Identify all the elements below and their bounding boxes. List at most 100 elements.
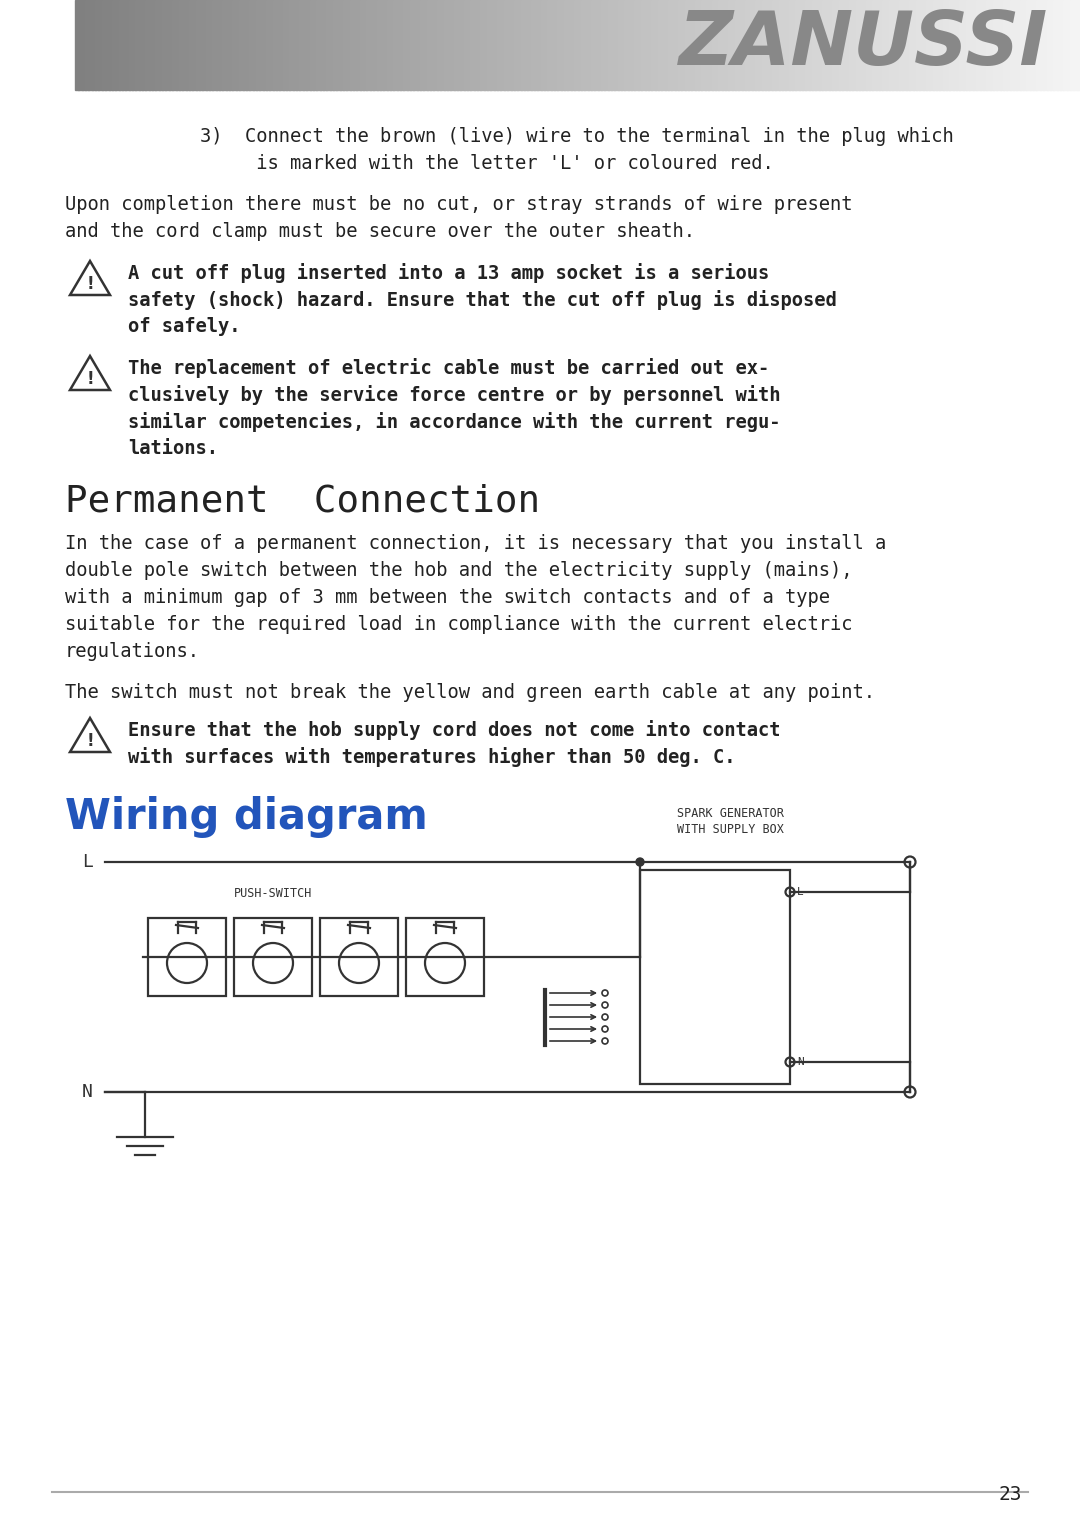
Bar	[98, 0, 103, 90]
Bar	[390, 0, 394, 90]
Bar	[785, 0, 789, 90]
Bar	[638, 0, 643, 90]
Bar	[149, 0, 153, 90]
Bar	[490, 0, 495, 90]
Bar	[79, 0, 83, 90]
Text: Ensure that the hob supply cord does not come into contact: Ensure that the hob supply cord does not…	[129, 720, 781, 740]
Bar	[895, 0, 900, 90]
Bar	[1053, 0, 1057, 90]
Bar	[715, 0, 719, 90]
Text: safety (shock) hazard. Ensure that the cut off plug is disposed: safety (shock) hazard. Ensure that the c…	[129, 290, 837, 309]
Bar	[946, 0, 950, 90]
Bar	[1077, 0, 1080, 90]
Bar	[873, 0, 877, 90]
Bar	[102, 0, 106, 90]
Bar	[497, 0, 501, 90]
Bar	[548, 0, 552, 90]
Bar	[849, 0, 853, 90]
Bar	[1026, 0, 1030, 90]
Bar	[859, 0, 863, 90]
Bar	[922, 0, 927, 90]
Bar	[698, 0, 702, 90]
Bar	[654, 0, 659, 90]
Bar	[410, 0, 415, 90]
Bar	[484, 0, 488, 90]
Bar	[360, 0, 364, 90]
Bar	[503, 0, 509, 90]
Bar	[112, 0, 117, 90]
Bar	[836, 0, 840, 90]
Bar	[664, 0, 669, 90]
Text: suitable for the required load in compliance with the current electric: suitable for the required load in compli…	[65, 614, 852, 634]
Bar	[936, 0, 941, 90]
Text: lations.: lations.	[129, 440, 218, 458]
Bar	[685, 0, 689, 90]
Bar	[621, 0, 625, 90]
Bar	[642, 0, 646, 90]
Bar	[524, 0, 528, 90]
Bar	[913, 0, 917, 90]
Bar	[323, 0, 327, 90]
Bar	[919, 0, 923, 90]
Bar	[527, 0, 531, 90]
Bar	[122, 0, 126, 90]
Bar	[168, 0, 173, 90]
Bar	[882, 0, 887, 90]
Bar	[406, 918, 484, 996]
Bar	[423, 0, 428, 90]
Bar	[256, 0, 260, 90]
Bar	[253, 0, 257, 90]
Bar	[627, 0, 632, 90]
Bar	[1040, 0, 1044, 90]
Bar	[567, 0, 571, 90]
Bar	[752, 0, 756, 90]
Bar	[320, 0, 324, 90]
Bar	[594, 0, 598, 90]
Bar	[213, 0, 217, 90]
Bar	[681, 0, 686, 90]
Bar	[329, 0, 334, 90]
Bar	[694, 0, 699, 90]
Bar	[578, 0, 582, 90]
Bar	[832, 0, 836, 90]
Bar	[667, 0, 672, 90]
Bar	[272, 0, 276, 90]
Bar	[712, 0, 716, 90]
Bar	[879, 0, 883, 90]
Bar	[1000, 0, 1004, 90]
Bar	[407, 0, 411, 90]
Bar	[903, 0, 907, 90]
Bar	[812, 0, 816, 90]
Bar	[246, 0, 251, 90]
Bar	[289, 0, 294, 90]
Bar	[1023, 0, 1027, 90]
Bar	[980, 0, 984, 90]
Bar	[313, 0, 318, 90]
Bar	[788, 0, 793, 90]
Bar	[444, 0, 448, 90]
Bar	[581, 0, 585, 90]
Bar	[511, 0, 515, 90]
Bar	[235, 0, 240, 90]
Bar	[742, 0, 746, 90]
Bar	[403, 0, 407, 90]
Text: of safely.: of safely.	[129, 317, 241, 336]
Bar	[343, 0, 348, 90]
Text: Permanent  Connection: Permanent Connection	[65, 484, 540, 519]
Text: L: L	[82, 853, 93, 872]
Text: L: L	[797, 887, 804, 898]
Bar	[477, 0, 482, 90]
Bar	[363, 0, 367, 90]
Bar	[450, 0, 455, 90]
Bar	[862, 0, 866, 90]
Bar	[551, 0, 555, 90]
Bar	[92, 0, 96, 90]
Bar	[262, 0, 267, 90]
Bar	[232, 0, 237, 90]
Bar	[909, 0, 914, 90]
Text: clusively by the service force centre or by personnel with: clusively by the service force centre or…	[129, 385, 781, 404]
Bar	[970, 0, 974, 90]
Text: The replacement of electric cable must be carried out ex-: The replacement of electric cable must b…	[129, 358, 769, 378]
Bar	[239, 0, 243, 90]
Bar	[436, 0, 441, 90]
